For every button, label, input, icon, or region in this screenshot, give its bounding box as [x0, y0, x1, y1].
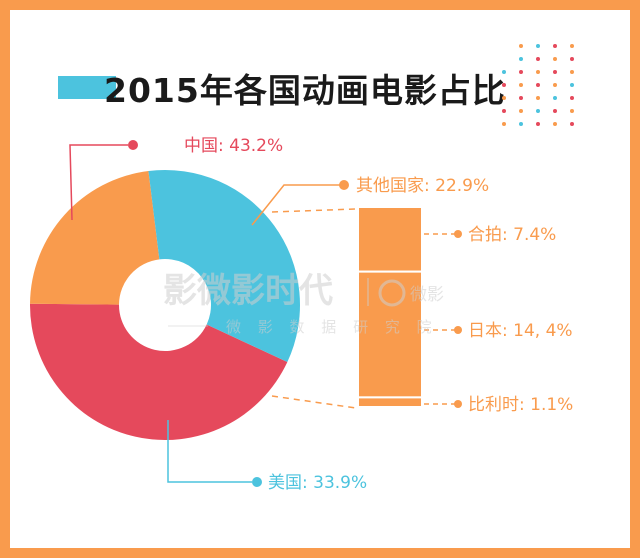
decor-dot: [519, 70, 523, 74]
decor-dot: [502, 109, 506, 113]
decor-dot: [519, 44, 523, 48]
chart-title: 2015年各国动画电影占比: [104, 71, 506, 110]
decor-dot: [570, 109, 574, 113]
decor-dot: [519, 96, 523, 100]
decor-dot: [553, 96, 557, 100]
decor-dot: [553, 109, 557, 113]
leader-line-china: [69, 144, 128, 221]
leader-dot-usa: [252, 477, 262, 487]
watermark: 影微影时代 微影 微 影 数 据 研 究 院: [163, 271, 444, 336]
label-bar-2: 比利时: 1.1%: [468, 395, 573, 415]
leader-lines: [69, 140, 462, 487]
decorative-dot-grid: [502, 44, 574, 126]
leader-line-usa: [167, 420, 252, 483]
watermark-logo: 微影: [410, 285, 444, 305]
connector-top: [271, 208, 357, 213]
decor-dot: [502, 83, 506, 87]
decor-dot: [536, 44, 540, 48]
stacked-column: [357, 206, 423, 408]
decor-dot: [553, 83, 557, 87]
decor-dot: [536, 122, 540, 126]
decor-dot: [502, 96, 506, 100]
donut-slice-1: [30, 171, 160, 305]
donut-slice-2: [148, 170, 300, 363]
leader-dot-china: [128, 140, 138, 150]
decor-dot: [553, 122, 557, 126]
decor-dot: [519, 109, 523, 113]
decor-dot: [502, 70, 506, 74]
decor-dot: [553, 57, 557, 61]
bar-label-dot-2: [454, 400, 462, 408]
decor-dot: [519, 57, 523, 61]
label-china: 中国: 43.2%: [184, 136, 283, 156]
decor-dot: [553, 44, 557, 48]
decor-dot: [570, 44, 574, 48]
decor-dot: [502, 122, 506, 126]
decor-dot: [553, 70, 557, 74]
decor-dot: [536, 83, 540, 87]
donut-slice-0: [30, 303, 288, 441]
decor-dot: [536, 57, 540, 61]
connector-bottom: [271, 395, 357, 409]
decor-dot: [536, 70, 540, 74]
bar-label-dot-1: [454, 326, 462, 334]
label-others: 其他国家: 22.9%: [356, 176, 489, 196]
watermark-logo-icon: [378, 279, 406, 307]
leader-dot-others: [339, 180, 349, 190]
decor-dot: [570, 70, 574, 74]
bar-label-dot-0: [454, 230, 462, 238]
decor-dot: [519, 122, 523, 126]
label-bar-0: 合拍: 7.4%: [468, 225, 556, 245]
title-accent-bar: [58, 76, 116, 99]
leader-line-others: [251, 184, 340, 226]
decor-dot: [519, 83, 523, 87]
stack-segment-0: [357, 206, 423, 273]
stack-segment-2: [357, 396, 423, 408]
watermark-sub: 微 影 数 据 研 究 院: [226, 318, 438, 336]
donut-chart: [30, 170, 300, 441]
decor-dot: [570, 57, 574, 61]
watermark-main: 影微影时代: [163, 271, 333, 311]
decor-dot: [570, 96, 574, 100]
label-bar-1: 日本: 14, 4%: [468, 321, 573, 341]
decor-dot: [536, 109, 540, 113]
decor-dot: [536, 96, 540, 100]
decor-dot: [570, 122, 574, 126]
decor-dot: [570, 83, 574, 87]
chart-labels: 中国: 43.2% 其他国家: 22.9% 美国: 33.9% 合拍: 7.4% 日本:…: [184, 136, 573, 493]
label-usa: 美国: 33.9%: [268, 473, 367, 493]
